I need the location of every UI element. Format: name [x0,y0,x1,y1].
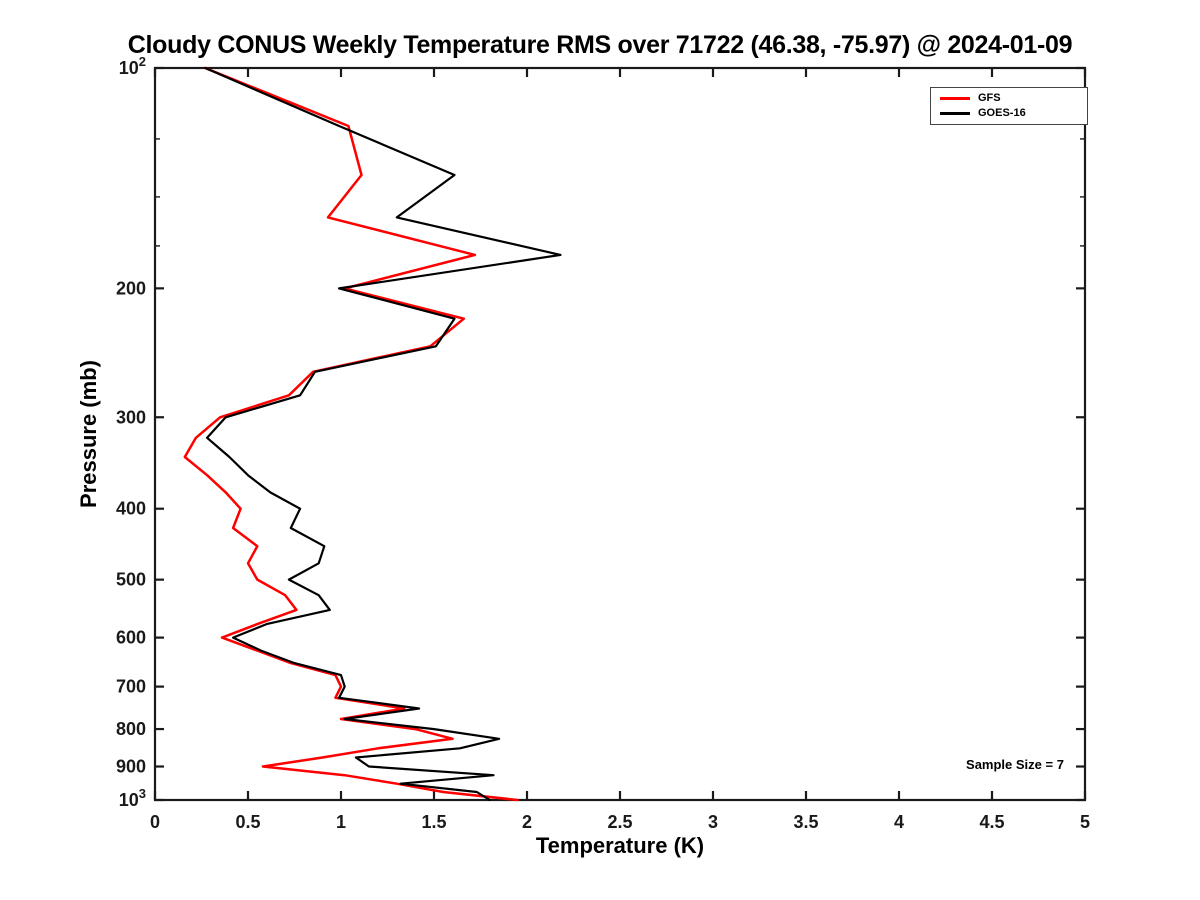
gfs-line [183,66,519,802]
y-tick-label: 200 [116,278,146,298]
plot-box [153,66,1087,802]
chart-title: Cloudy CONUS Weekly Temperature RMS over… [127,31,1073,59]
y-tick-label: 103 [119,786,146,810]
x-tick-label: 1.5 [421,812,446,832]
y-axis-label: Pressure (mb) [76,360,101,508]
y-tick-label: 700 [116,677,146,697]
y-tick-label: 300 [116,407,146,427]
legend-entry-gfs: GFS [940,93,1078,104]
legend-label-goes16: GOES-16 [978,107,1026,119]
x-axis-label: Temperature (K) [535,833,705,858]
goes-16-line [204,66,562,802]
x-tick-label: 5 [1080,812,1090,832]
y-tick-label: 500 [116,570,146,590]
gfs-line-swatch [940,97,970,100]
y-tick-label: 800 [116,719,146,739]
legend-entry-goes16: GOES-16 [940,108,1078,119]
x-tick-label: 4 [894,812,904,832]
y-tick-label: 900 [116,757,146,777]
legend: GFS GOES-16 [930,87,1088,125]
sample-size-annotation: Sample Size = 7 [966,757,1064,772]
x-tick-label: 2 [522,812,532,832]
y-tick-label: 400 [116,499,146,519]
legend-label-gfs: GFS [978,92,1001,104]
x-tick-label: 1 [336,812,346,832]
x-tick-label: 0.5 [235,812,260,832]
x-tick-label: 0 [150,812,160,832]
goes16-line-swatch [940,112,970,115]
x-tick-label: 4.5 [979,812,1004,832]
y-tick-label: 102 [119,54,146,78]
y-tick-label: 600 [116,628,146,648]
x-tick-label: 2.5 [607,812,632,832]
x-tick-label: 3.5 [793,812,818,832]
x-tick-label: 3 [708,812,718,832]
